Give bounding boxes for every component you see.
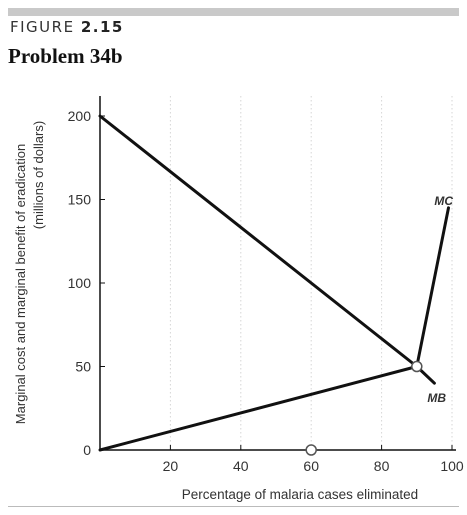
y-tick-label-150: 150 bbox=[68, 192, 92, 208]
y-tick-label-0: 0 bbox=[83, 442, 91, 458]
grid-lines bbox=[169, 96, 453, 450]
series-label-mc: MC bbox=[434, 194, 453, 208]
x-tick-label-60: 60 bbox=[303, 458, 319, 474]
x-axis-label: Percentage of malaria cases eliminated bbox=[182, 487, 418, 502]
y-tick-label-200: 200 bbox=[68, 108, 92, 124]
y-axis-label-line1: Marginal cost and marginal benefit of er… bbox=[13, 144, 28, 424]
x-tick-label-100: 100 bbox=[440, 458, 464, 474]
y-tick-label-100: 100 bbox=[68, 275, 92, 291]
series-labels: MB MC bbox=[427, 194, 453, 405]
series-mc-line bbox=[98, 206, 450, 452]
axes bbox=[99, 96, 456, 451]
figure-label: FIGURE 2.15 bbox=[10, 18, 124, 36]
marker-point-2 bbox=[305, 444, 317, 456]
bottom-rule bbox=[8, 506, 459, 507]
x-tick-label-40: 40 bbox=[233, 458, 249, 474]
problem-title: Problem 34b bbox=[8, 44, 123, 68]
x-tick-label-80: 80 bbox=[374, 458, 390, 474]
marker-point-1 bbox=[411, 360, 423, 373]
series-label-mb: MB bbox=[427, 391, 446, 405]
markers bbox=[305, 360, 423, 456]
figure-number: 2.15 bbox=[80, 18, 124, 36]
series-mb-line bbox=[98, 114, 436, 385]
y-tick-label-50: 50 bbox=[75, 359, 91, 375]
series-lines bbox=[98, 114, 450, 452]
y-axis-label-line2: (millions of dollars) bbox=[31, 121, 46, 229]
figure-word: FIGURE bbox=[10, 18, 75, 36]
x-tick-labels: 20 40 60 80 100 bbox=[163, 458, 464, 474]
y-tick-labels: 0 50 100 150 200 bbox=[68, 108, 92, 458]
x-tick-label-20: 20 bbox=[163, 458, 179, 474]
top-rule bbox=[8, 8, 459, 16]
